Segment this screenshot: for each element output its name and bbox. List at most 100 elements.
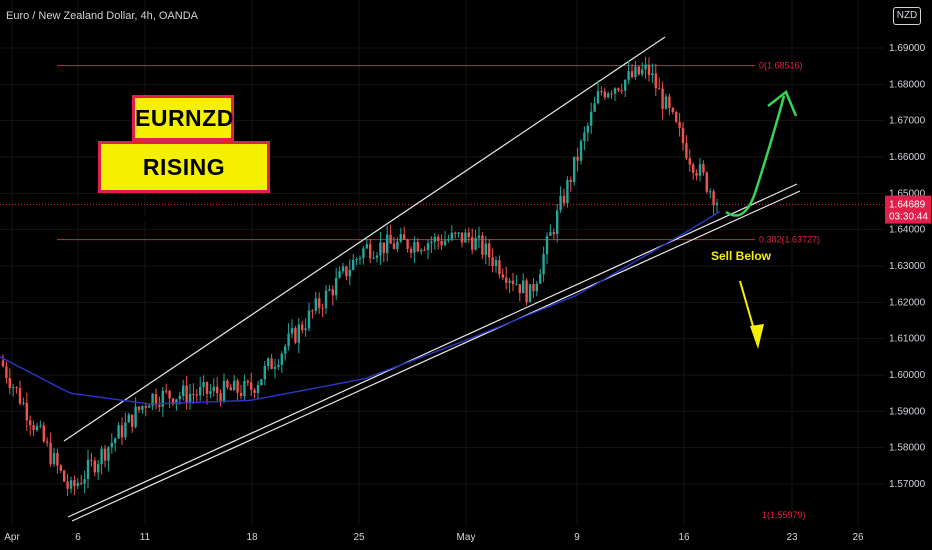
candle-body	[668, 96, 671, 108]
candle-body	[29, 420, 32, 426]
candle-body	[443, 240, 447, 246]
candle-body	[695, 172, 698, 176]
wedge-lower-line-2	[71, 190, 801, 522]
candle-body	[542, 254, 545, 275]
candle-body	[32, 425, 35, 431]
candle-body	[226, 380, 229, 388]
candle-body	[688, 158, 691, 165]
y-tick-label: 1.59000	[889, 406, 926, 417]
candle-body	[664, 96, 668, 109]
candle-body	[549, 232, 552, 236]
candle-body	[382, 242, 385, 254]
candle-body	[69, 480, 73, 489]
candle-body	[423, 249, 426, 251]
candle-body	[219, 393, 222, 402]
candle-body	[18, 388, 22, 404]
annotation-arrows	[725, 90, 798, 349]
candle-body	[518, 284, 521, 294]
candle-body	[511, 280, 515, 285]
candle-body	[59, 465, 62, 471]
candle-body	[311, 310, 314, 312]
candle-body	[290, 328, 294, 334]
candle-body	[158, 404, 161, 407]
price-badge	[885, 195, 931, 224]
candle-body	[49, 442, 52, 465]
candle-body	[352, 259, 355, 270]
candle-body	[566, 179, 569, 204]
candle-body	[426, 243, 430, 251]
candle-body	[73, 480, 76, 487]
candle-body	[637, 66, 640, 75]
candle-body	[35, 425, 39, 431]
candle-body	[705, 172, 708, 192]
candle-body	[593, 103, 596, 112]
x-tick-label: 25	[353, 532, 365, 543]
fib-levels: 0(1.68516) 0.382(1.63727) 1(1.55979)	[0, 61, 885, 520]
candle-body	[243, 381, 246, 397]
x-tick-label: 18	[246, 532, 258, 543]
candle-body	[562, 195, 566, 204]
candle-body	[253, 389, 256, 393]
candle-body	[137, 406, 141, 410]
candle-body	[273, 366, 277, 369]
candle-body	[318, 298, 321, 308]
candle-body	[403, 234, 406, 240]
candle-body	[416, 241, 419, 252]
candle-body	[236, 380, 239, 393]
x-tick-label: 9	[574, 532, 580, 543]
candle-body	[141, 406, 144, 410]
candle-body	[1, 360, 5, 367]
candle-body	[144, 406, 147, 408]
candle-body	[661, 88, 664, 109]
candle-body	[209, 391, 212, 394]
candle-body	[528, 284, 532, 303]
candle-body	[216, 386, 219, 394]
candle-body	[39, 425, 42, 427]
candle-body	[103, 448, 107, 461]
candle-body	[437, 236, 440, 241]
x-tick-label: 23	[786, 532, 798, 543]
candle-body	[522, 280, 525, 294]
candle-body	[712, 191, 715, 206]
candle-body	[678, 121, 681, 128]
y-tick-label: 1.65000	[889, 188, 926, 199]
candle-body	[331, 289, 334, 296]
candle-body	[117, 425, 120, 439]
candle-body	[671, 107, 674, 113]
candle-body	[212, 386, 215, 392]
chart-title: Euro / New Zealand Dollar, 4h, OANDA	[6, 10, 198, 22]
candle-body	[535, 283, 538, 292]
y-tick-label: 1.61000	[889, 334, 926, 345]
candle-body	[409, 248, 413, 253]
y-tick-label: 1.62000	[889, 297, 926, 308]
candle-body	[100, 448, 103, 465]
candle-body	[709, 191, 712, 193]
candle-body	[525, 280, 528, 303]
y-tick-label: 1.66000	[889, 152, 926, 163]
trend-lines	[63, 36, 801, 522]
candle-body	[287, 333, 290, 347]
candle-body	[107, 447, 110, 461]
candle-body	[583, 132, 586, 142]
y-tick-label: 1.57000	[889, 479, 926, 490]
candle-body	[110, 442, 113, 448]
candle-body	[284, 346, 287, 354]
candle-body	[127, 414, 130, 423]
candle-body	[15, 387, 18, 389]
currency-badge[interactable]: NZD	[893, 7, 921, 25]
candle-body	[124, 422, 127, 438]
candle-body	[501, 274, 504, 278]
candle-body	[460, 232, 464, 243]
y-tick-label: 1.68000	[889, 79, 926, 90]
candle-body	[406, 239, 409, 249]
x-axis: Apr 6 11 18 25 May 9 16 23 26	[4, 532, 864, 543]
candles	[1, 56, 719, 496]
fib-label: 0.382(1.63727)	[759, 235, 820, 245]
candle-body	[579, 141, 583, 161]
candle-body	[307, 310, 311, 329]
candle-body	[685, 143, 688, 159]
candle-body	[630, 71, 634, 78]
candle-body	[222, 380, 226, 402]
up-arrow-head	[767, 90, 798, 117]
